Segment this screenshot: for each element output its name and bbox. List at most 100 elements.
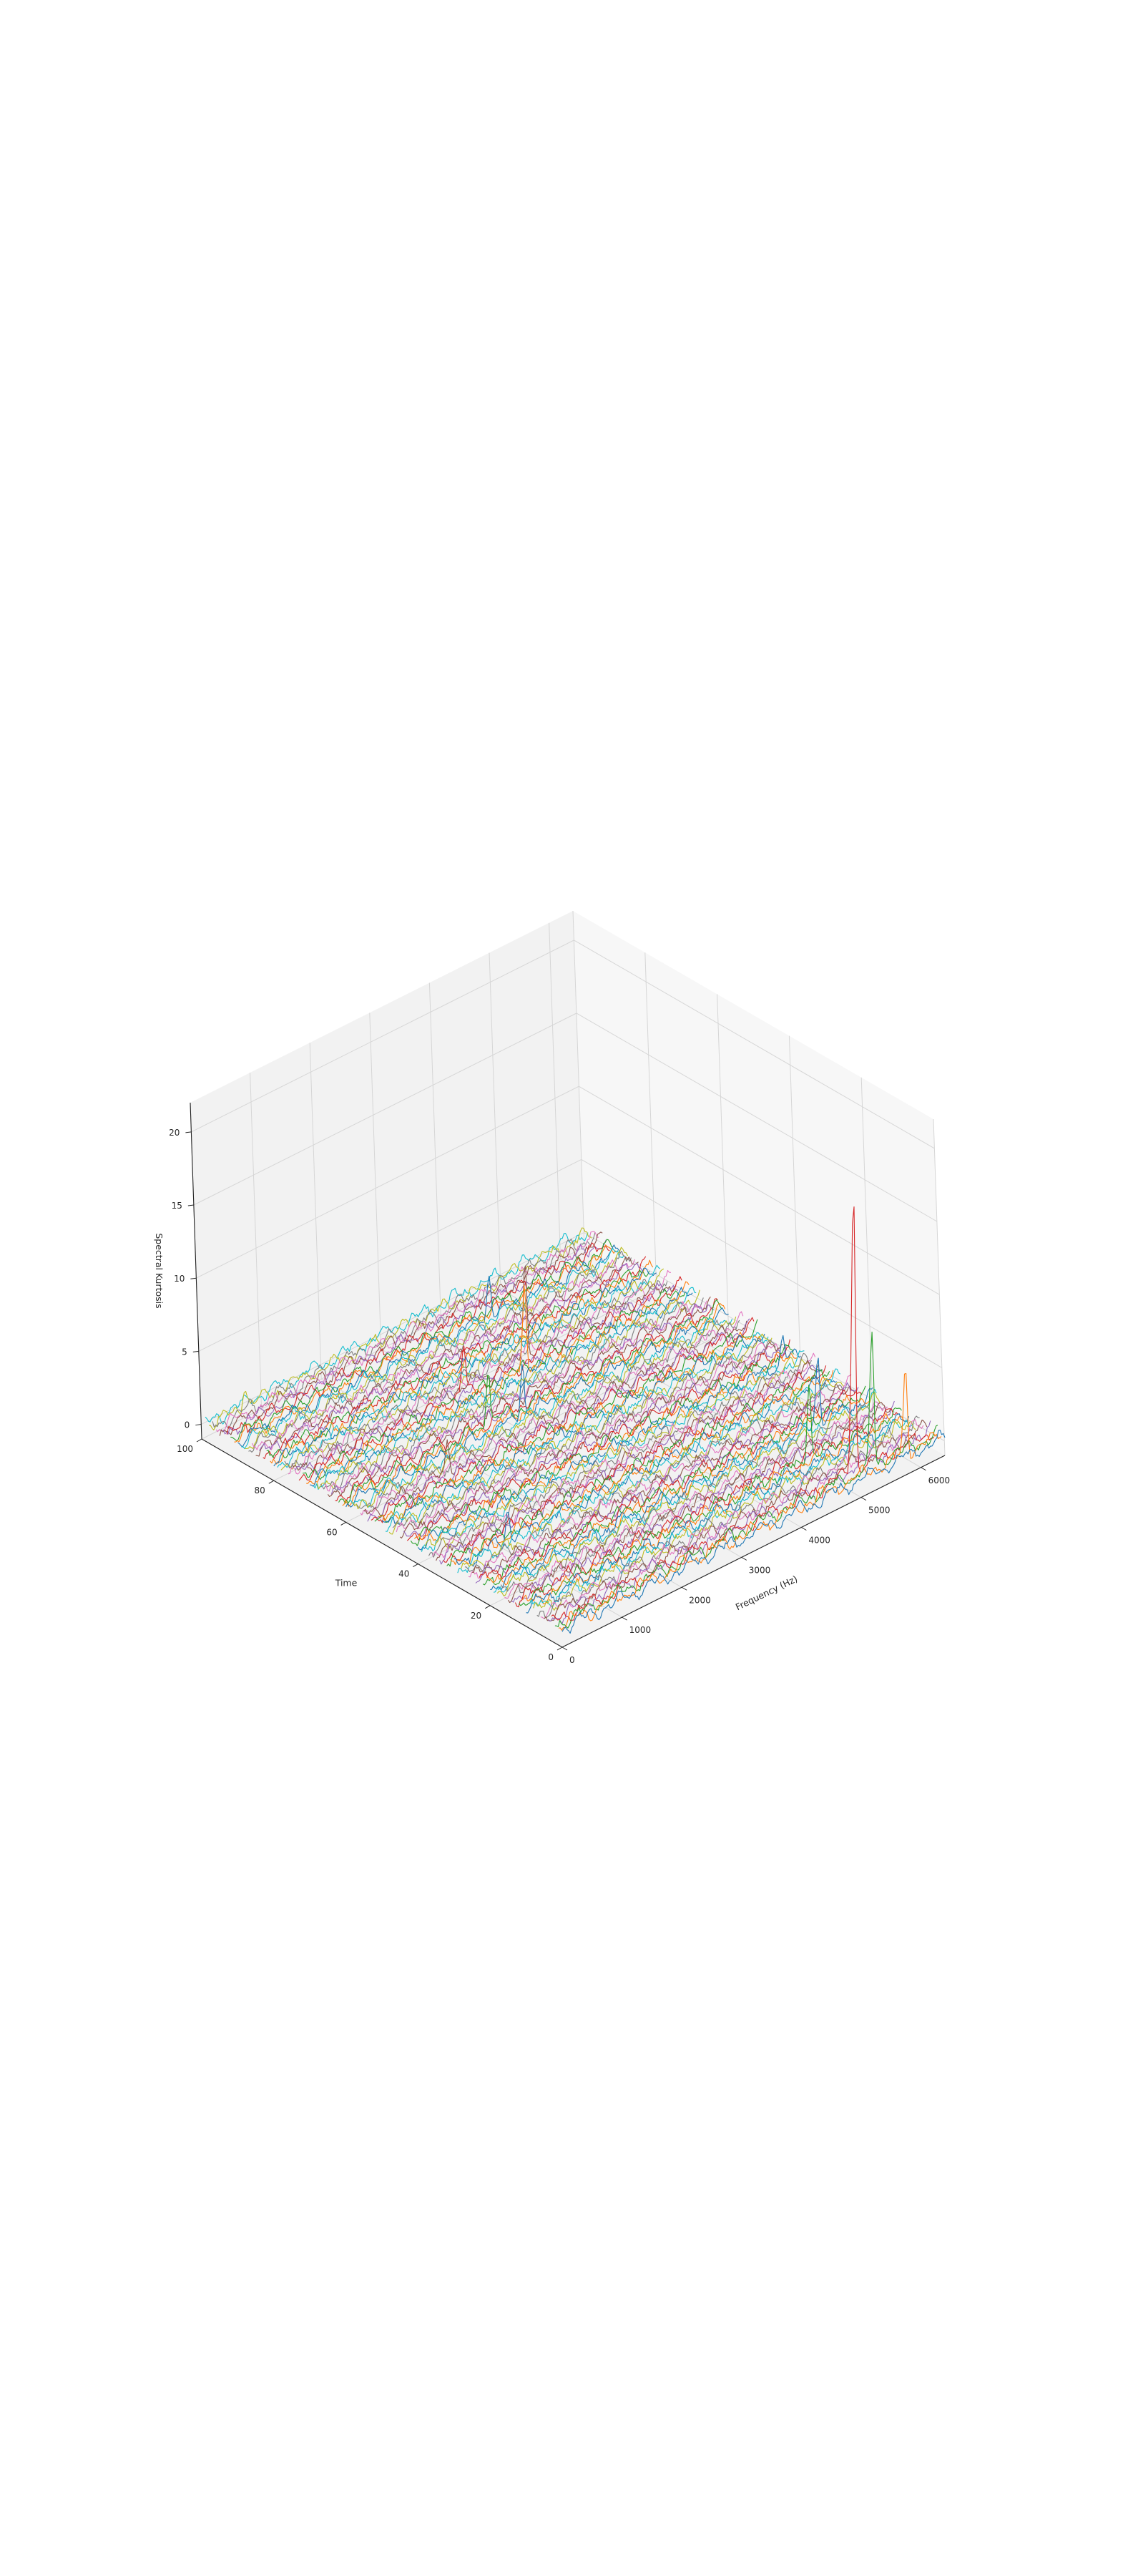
series-line <box>504 1401 888 1599</box>
series-line <box>443 1365 827 1563</box>
x-tick-mark <box>860 1497 867 1501</box>
x-tick-label: 3000 <box>749 1565 771 1575</box>
series-line <box>313 1287 697 1491</box>
y-tick-mark <box>268 1480 275 1484</box>
series-line <box>237 1244 621 1448</box>
series-line <box>482 1385 866 1586</box>
y-tick-mark <box>484 1605 491 1609</box>
series-line <box>392 1337 776 1528</box>
series-line <box>507 1402 891 1604</box>
series-line <box>464 1382 848 1574</box>
series-line <box>263 1256 647 1460</box>
x-axis-label: Frequency (Hz) <box>734 1574 799 1613</box>
series-line <box>303 1288 686 1480</box>
series-line <box>479 1390 863 1580</box>
x-tick-label: 4000 <box>808 1536 830 1546</box>
series-line <box>316 1289 700 1490</box>
z-tick-label: 20 <box>169 1128 180 1138</box>
series-line <box>421 1350 805 1552</box>
series-line <box>356 1319 740 1510</box>
y-tick-label: 60 <box>326 1527 337 1537</box>
x-tick-label: 0 <box>569 1655 575 1665</box>
series-line <box>342 1303 726 1507</box>
series-line <box>349 1317 733 1508</box>
series-line <box>410 1344 794 1546</box>
series-line <box>385 1332 769 1532</box>
series-line <box>245 1246 628 1450</box>
series-line <box>266 1269 650 1458</box>
series-line <box>381 1333 765 1525</box>
y-tick-mark <box>340 1521 346 1526</box>
series-line <box>561 1430 946 1634</box>
y-tick-mark <box>556 1646 563 1651</box>
y-tick-label: 0 <box>548 1652 554 1662</box>
series-line <box>453 1375 838 1567</box>
series-line <box>526 1413 910 1614</box>
series-line <box>212 1231 596 1429</box>
x-axis-line <box>561 1455 946 1648</box>
series-line <box>551 1206 935 1621</box>
series-line <box>494 1389 877 1593</box>
x-tick-label: 6000 <box>928 1475 951 1485</box>
series-group <box>205 1206 946 1634</box>
series-line <box>417 1335 801 1551</box>
z-tick-label: 15 <box>172 1201 182 1211</box>
y-tick-mark <box>413 1563 418 1568</box>
y-tick-mark <box>196 1438 202 1443</box>
series-line <box>450 1370 834 1566</box>
series-line <box>533 1420 916 1611</box>
y-tick-label: 80 <box>255 1485 265 1496</box>
z-tick-label: 0 <box>185 1420 190 1430</box>
x-tick-label: 1000 <box>629 1625 652 1635</box>
series-line <box>226 1242 610 1435</box>
series-line <box>529 1418 913 1608</box>
z-tick-label: 5 <box>182 1347 187 1357</box>
series-line <box>374 1319 758 1523</box>
series-line <box>255 1257 639 1457</box>
tick-group: 0100020003000400050006000020406080100051… <box>169 1128 950 1665</box>
series-line <box>335 1298 718 1502</box>
y-grid-line <box>345 994 730 1523</box>
z-tick-mark <box>192 1350 199 1352</box>
series-line <box>514 1408 898 1608</box>
z-tick-mark <box>190 1277 197 1279</box>
y-axis-label: Time <box>335 1578 358 1589</box>
series-line <box>558 1372 942 1631</box>
series-line <box>310 1287 693 1487</box>
series-line <box>436 1360 820 1561</box>
series-line <box>486 1395 870 1586</box>
z-axis-line <box>190 1102 202 1440</box>
series-line <box>209 1227 592 1430</box>
series-line <box>338 1299 722 1504</box>
series-line <box>215 1231 599 1433</box>
z-grid-line <box>196 1085 940 1295</box>
axis-lines <box>190 1102 946 1648</box>
z-axis-label: Spectral Kurtosis <box>154 1233 165 1308</box>
back-pane <box>190 911 584 1439</box>
series-line <box>234 1244 617 1443</box>
y-tick-label: 20 <box>471 1611 481 1621</box>
side-pane <box>573 911 945 1455</box>
series-line <box>388 1333 772 1535</box>
z-grid-line <box>198 1158 943 1368</box>
y-tick-label: 40 <box>398 1569 409 1579</box>
x-tick-label: 5000 <box>868 1506 891 1516</box>
x-tick-mark <box>681 1586 687 1591</box>
z-grid-line <box>191 940 935 1149</box>
series-line <box>471 1384 855 1574</box>
series-line <box>396 1342 780 1533</box>
series-line <box>345 1307 729 1508</box>
series-line <box>353 1316 737 1510</box>
series-line <box>280 1268 664 1470</box>
series-line <box>475 1382 859 1584</box>
series-line <box>327 1296 711 1497</box>
y-axis-line <box>201 1438 563 1648</box>
series-line <box>371 1317 755 1523</box>
floor-pane <box>202 1247 945 1647</box>
series-line <box>205 1232 589 1425</box>
series-line <box>432 1352 816 1558</box>
series-line <box>284 1279 668 1469</box>
z-tick-mark <box>185 1131 192 1133</box>
